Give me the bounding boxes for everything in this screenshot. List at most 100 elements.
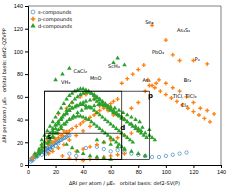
point bbox=[47, 152, 51, 156]
point bbox=[74, 124, 78, 128]
legend-label: p-compounds bbox=[38, 16, 72, 23]
annotation: TlCl, TlCl₃ bbox=[172, 93, 197, 99]
point bbox=[115, 144, 120, 148]
y-axis-tick-mark bbox=[25, 97, 28, 98]
point bbox=[102, 140, 106, 144]
point bbox=[136, 68, 140, 72]
point bbox=[45, 128, 50, 132]
labels: sdpSe₈As₄S₄PbO₂P₄As₄Br₂TlCl, TlCl₃Cl₂ScH… bbox=[47, 19, 200, 141]
point bbox=[108, 142, 113, 146]
point bbox=[114, 126, 119, 130]
point bbox=[51, 149, 55, 153]
x-axis-tick-label: 80 bbox=[136, 169, 142, 175]
y-axis-tick: 140 bbox=[14, 3, 28, 9]
point bbox=[111, 99, 115, 103]
point bbox=[140, 125, 145, 129]
box bbox=[45, 91, 122, 159]
point bbox=[59, 133, 63, 137]
y-axis-tick-mark bbox=[25, 51, 28, 52]
point bbox=[70, 127, 74, 131]
point bbox=[75, 154, 78, 157]
point bbox=[70, 101, 74, 105]
x-axis-tick-mark bbox=[138, 165, 139, 168]
point bbox=[92, 121, 97, 125]
point bbox=[136, 101, 140, 105]
point bbox=[37, 151, 42, 155]
point bbox=[139, 131, 144, 135]
point bbox=[84, 99, 89, 103]
point bbox=[95, 124, 100, 128]
point bbox=[74, 133, 78, 137]
point bbox=[171, 153, 174, 156]
point bbox=[137, 119, 142, 123]
point bbox=[154, 81, 158, 85]
annotation: Cl₂ bbox=[181, 102, 188, 108]
point bbox=[81, 129, 85, 133]
point bbox=[70, 100, 75, 104]
point bbox=[92, 108, 97, 112]
legend-symbol bbox=[31, 10, 35, 14]
point bbox=[95, 143, 99, 147]
point bbox=[100, 102, 105, 106]
annotation: Br₂ bbox=[184, 77, 192, 83]
point bbox=[97, 112, 102, 116]
box bbox=[45, 91, 150, 159]
x-axis-tick-mark bbox=[111, 165, 112, 168]
point bbox=[191, 101, 195, 105]
point bbox=[136, 151, 141, 155]
point bbox=[150, 135, 155, 139]
point bbox=[178, 59, 182, 63]
x-axis-tick-label: 0 bbox=[27, 169, 30, 175]
y-axis-tick: 120 bbox=[14, 26, 28, 32]
point bbox=[150, 155, 153, 158]
point bbox=[129, 131, 133, 135]
point bbox=[198, 106, 202, 110]
y-axis-tick: 100 bbox=[14, 49, 28, 55]
point bbox=[212, 112, 216, 116]
point bbox=[75, 149, 80, 153]
point bbox=[40, 148, 45, 152]
marks bbox=[29, 23, 216, 163]
point bbox=[104, 103, 109, 107]
legend-symbol bbox=[31, 17, 36, 22]
annotation: PbO₂ bbox=[152, 49, 164, 55]
point bbox=[97, 98, 102, 102]
point bbox=[51, 126, 56, 130]
point bbox=[158, 89, 162, 93]
x-axis-tick: 80 bbox=[136, 165, 142, 175]
x-axis-tick: 120 bbox=[189, 165, 198, 175]
point bbox=[40, 137, 45, 141]
x-axis-tick: 60 bbox=[108, 165, 114, 175]
point bbox=[100, 115, 105, 119]
point bbox=[164, 154, 167, 157]
point bbox=[75, 110, 80, 114]
point bbox=[96, 102, 101, 106]
point bbox=[205, 108, 209, 112]
point bbox=[122, 133, 127, 137]
point bbox=[57, 142, 60, 145]
point bbox=[48, 124, 53, 128]
y-axis-tick-label: 20 bbox=[17, 140, 23, 146]
point bbox=[111, 109, 116, 113]
y-axis-label: ΔRI per atom / μEₕ orbital basis: def2-Q… bbox=[1, 28, 8, 143]
chart: 020406080100120140020406080100120140sdpS… bbox=[0, 0, 229, 189]
x-axis-tick-mark bbox=[193, 165, 194, 168]
point bbox=[56, 146, 60, 150]
point bbox=[53, 77, 58, 81]
series-2 bbox=[33, 56, 157, 161]
point bbox=[95, 137, 100, 141]
point bbox=[56, 127, 61, 131]
point bbox=[191, 110, 195, 114]
point bbox=[56, 119, 61, 123]
point bbox=[95, 154, 100, 158]
point bbox=[153, 86, 157, 90]
point bbox=[125, 112, 130, 116]
y-axis-tick-label: 60 bbox=[17, 94, 23, 100]
point bbox=[68, 152, 71, 155]
x-axis-tick: 100 bbox=[162, 165, 171, 175]
point bbox=[129, 149, 134, 153]
point bbox=[109, 150, 112, 153]
point bbox=[143, 153, 148, 157]
point bbox=[128, 121, 133, 125]
y-axis-tick-mark bbox=[25, 6, 28, 7]
